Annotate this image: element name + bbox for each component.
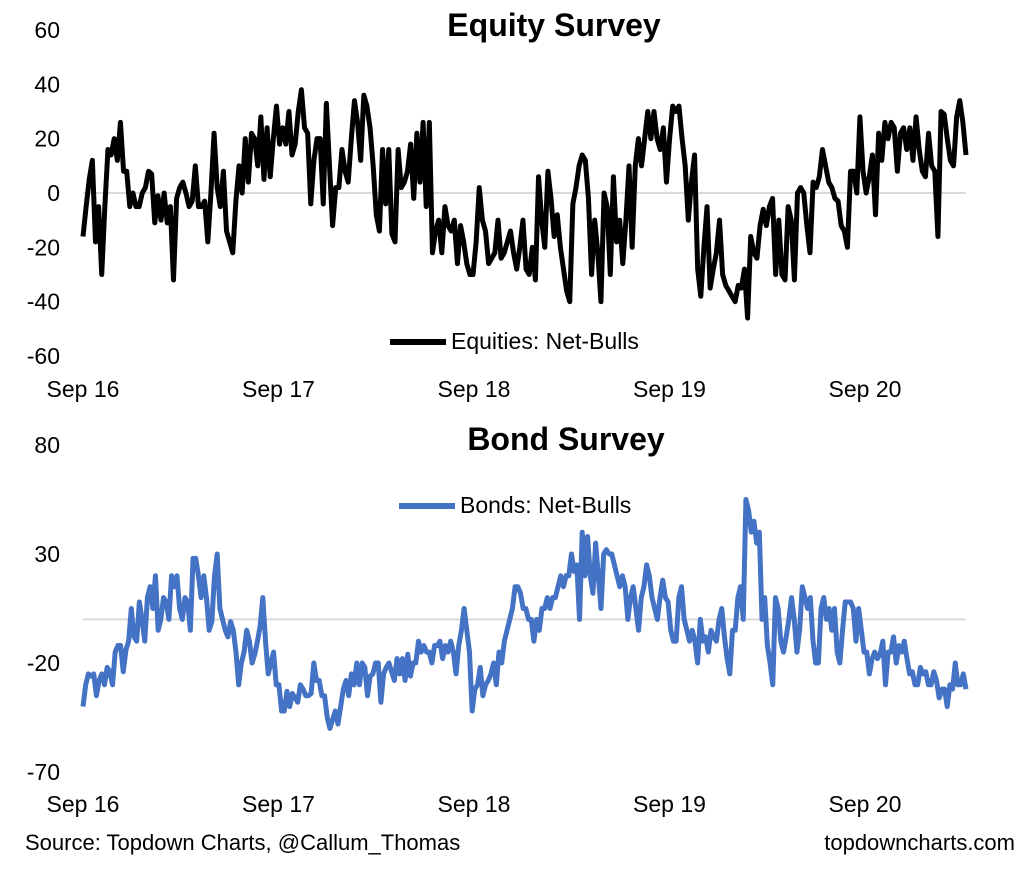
equity-y-tick-label: -40 [27, 289, 60, 315]
equity-series-line [80, 87, 969, 321]
bond-x-tick-label: Sep 19 [633, 791, 706, 817]
equity-chart: Equity Survey 60 40 20 0 -20 -40 -60 Equities:… [27, 7, 969, 402]
bond-x-tick-label: Sep 20 [829, 791, 902, 817]
equity-y-tick-label: 20 [34, 126, 60, 152]
bond-legend: Bonds: Net-Bulls [399, 492, 631, 518]
bond-y-tick-label: -70 [27, 759, 60, 785]
equity-y-tick-label: 0 [47, 180, 60, 206]
equity-legend: Equities: Net-Bulls [390, 328, 639, 354]
bond-x-tick-label: Sep 18 [438, 791, 511, 817]
equity-x-tick-label: Sep 17 [242, 376, 315, 402]
bond-x-tick-label: Sep 17 [242, 791, 315, 817]
equity-x-tick-label: Sep 19 [633, 376, 706, 402]
source-note: Source: Topdown Charts, @Callum_Thomas [25, 830, 461, 855]
bond-y-tick-label: 80 [34, 432, 60, 458]
bond-y-tick-label: -20 [27, 650, 60, 676]
bond-chart-title: Bond Survey [467, 421, 665, 457]
equity-x-tick-label: Sep 18 [438, 376, 511, 402]
bond-x-tick-label: Sep 16 [47, 791, 120, 817]
equity-y-tick-label: 60 [34, 17, 60, 43]
equity-y-tick-label: -20 [27, 234, 60, 260]
bond-series-line [80, 497, 969, 731]
site-credit: topdowncharts.com [824, 830, 1015, 855]
bond-y-tick-label: 30 [34, 541, 60, 567]
equity-legend-label: Equities: Net-Bulls [451, 328, 639, 354]
equity-y-tick-label: -60 [27, 343, 60, 369]
equity-x-tick-label: Sep 20 [829, 376, 902, 402]
equity-chart-title: Equity Survey [447, 7, 661, 43]
equity-y-tick-label: 40 [34, 71, 60, 97]
bond-legend-label: Bonds: Net-Bulls [460, 492, 631, 518]
equity-x-tick-label: Sep 16 [47, 376, 120, 402]
